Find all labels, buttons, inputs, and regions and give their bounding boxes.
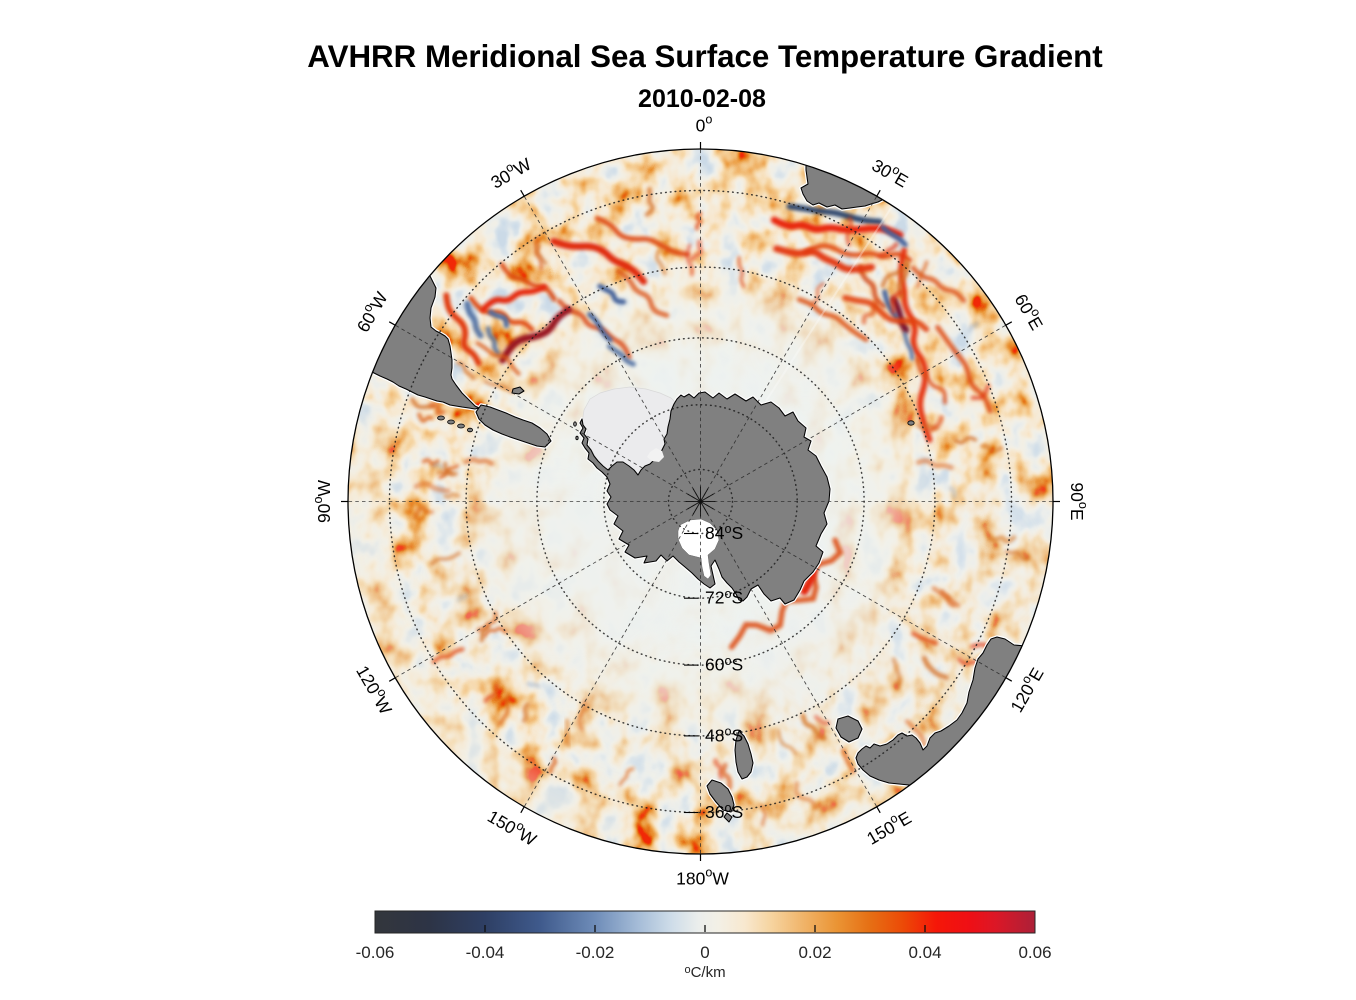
svg-text:2010-02-08: 2010-02-08 xyxy=(638,85,766,113)
svg-text:36oS: 36oS xyxy=(705,801,743,822)
svg-text:0.04: 0.04 xyxy=(908,943,941,962)
svg-text:-0.04: -0.04 xyxy=(466,943,505,962)
svg-text:AVHRR Meridional Sea Surface T: AVHRR Meridional Sea Surface Temperature… xyxy=(307,39,1103,74)
svg-text:0.06: 0.06 xyxy=(1018,943,1051,962)
svg-text:60oS: 60oS xyxy=(705,654,743,675)
svg-text:90oW: 90oW xyxy=(312,480,334,523)
svg-text:-0.06: -0.06 xyxy=(356,943,395,962)
svg-text:0.02: 0.02 xyxy=(798,943,831,962)
svg-text:72oS: 72oS xyxy=(705,587,743,608)
svg-text:-0.02: -0.02 xyxy=(576,943,615,962)
svg-text:84oS: 84oS xyxy=(705,522,743,543)
svg-text:0o: 0o xyxy=(696,113,713,135)
svg-text:180oW: 180oW xyxy=(676,866,729,888)
svg-text:48oS: 48oS xyxy=(705,725,743,746)
svg-text:90oE: 90oE xyxy=(1067,482,1089,520)
svg-text:oC/km: oC/km xyxy=(684,964,725,981)
svg-text:0: 0 xyxy=(700,943,709,962)
svg-text:150oE: 150oE xyxy=(862,805,915,848)
